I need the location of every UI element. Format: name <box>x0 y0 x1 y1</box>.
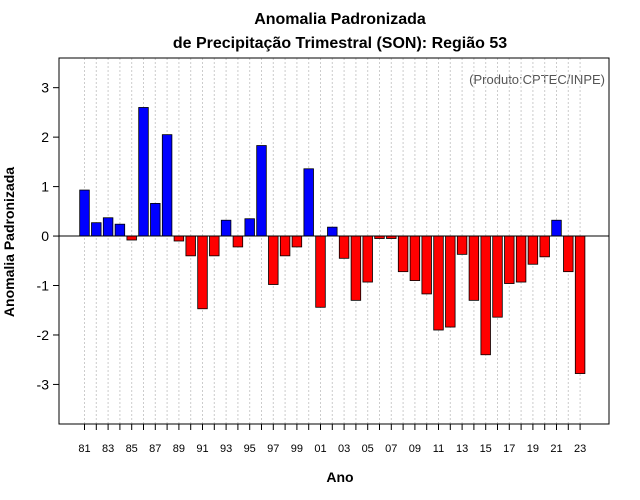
credit-label: (Produto:CPTEC/INPE) <box>469 72 605 87</box>
bar-91 <box>197 235 208 310</box>
xtick-label-23: 23 <box>574 443 586 455</box>
ytick-label--1: -1 <box>37 278 50 294</box>
xtick-label-91: 91 <box>196 443 208 455</box>
bar-05 <box>362 235 373 283</box>
ytick-label-1: 1 <box>41 179 49 195</box>
x-axis-label: Ano <box>326 469 353 485</box>
bar-17 <box>504 235 515 284</box>
chart-title-line2: de Precipitação Trimestral (SON): Região… <box>173 35 507 52</box>
plot-frame <box>58 57 610 425</box>
chart-title-line1: Anomalia Padronizada <box>254 11 426 28</box>
bar-08 <box>397 235 409 273</box>
bar-14 <box>468 235 480 301</box>
xtick-label-01: 01 <box>314 443 326 455</box>
xtick-label-05: 05 <box>362 443 374 455</box>
bar-95 <box>244 218 255 237</box>
bar-12 <box>445 235 456 328</box>
xtick-label-11: 11 <box>433 443 444 455</box>
bar-13 <box>456 235 468 255</box>
bar-93 <box>220 219 232 237</box>
grid-lines <box>84 58 581 424</box>
bar-90 <box>185 235 196 257</box>
ytick-label--2: -2 <box>37 327 50 343</box>
bar-19 <box>527 235 539 265</box>
bar-83 <box>102 217 114 237</box>
bar-23 <box>574 235 586 374</box>
ytick-label-2: 2 <box>41 129 49 145</box>
bar-84 <box>114 223 126 237</box>
bars <box>79 107 586 374</box>
bar-02 <box>327 226 338 237</box>
bar-98 <box>279 235 291 257</box>
xtick-label-83: 83 <box>102 443 114 455</box>
xtick-label-99: 99 <box>291 443 303 455</box>
xtick-label-85: 85 <box>126 443 138 455</box>
bar-01 <box>315 235 326 308</box>
bar-20 <box>539 235 550 258</box>
bar-82 <box>91 222 102 237</box>
bar-11 <box>433 235 444 331</box>
bar-97 <box>268 235 279 285</box>
xtick-label-19: 19 <box>527 443 539 455</box>
xtick-label-95: 95 <box>244 443 256 455</box>
ytick-label-3: 3 <box>41 80 49 96</box>
bar-16 <box>492 235 503 318</box>
xtick-label-13: 13 <box>456 443 468 455</box>
bar-15 <box>480 235 491 356</box>
bar-87 <box>150 203 161 237</box>
bar-89 <box>173 235 185 242</box>
bar-03 <box>338 235 350 259</box>
bar-88 <box>161 134 173 237</box>
bar-00 <box>303 168 314 237</box>
ytick-label-0: 0 <box>41 228 49 244</box>
xtick-label-15: 15 <box>480 443 492 455</box>
xtick-label-17: 17 <box>503 443 515 455</box>
xtick-label-93: 93 <box>220 443 232 455</box>
y-axis: -3 -2 -1 0 1 2 3 <box>37 80 59 392</box>
bar-21 <box>551 219 562 237</box>
x-axis: 81 83 85 87 89 91 93 95 97 99 01 03 05 07 09 11 13 15 17 19… <box>78 424 586 455</box>
xtick-label-09: 09 <box>409 443 421 455</box>
xtick-label-03: 03 <box>338 443 350 455</box>
xtick-label-21: 21 <box>550 443 562 455</box>
bar-86 <box>138 107 149 237</box>
y-axis-label: Anomalia Padronizada <box>1 167 17 317</box>
bar-94 <box>232 235 244 248</box>
bar-85 <box>126 235 137 241</box>
bar-22 <box>563 235 574 273</box>
ytick-label--3: -3 <box>37 376 50 392</box>
xtick-label-89: 89 <box>173 443 185 455</box>
bar-09 <box>409 235 421 281</box>
xtick-label-07: 07 <box>385 443 397 455</box>
bar-92 <box>209 235 220 257</box>
bar-10 <box>421 235 432 295</box>
bar-04 <box>350 235 362 301</box>
xtick-label-87: 87 <box>149 443 161 455</box>
bar-96 <box>256 145 267 237</box>
bar-99 <box>291 235 303 248</box>
xtick-label-81: 81 <box>78 443 90 455</box>
bar-18 <box>515 235 527 283</box>
bar-81 <box>79 189 90 237</box>
xtick-label-97: 97 <box>267 443 279 455</box>
